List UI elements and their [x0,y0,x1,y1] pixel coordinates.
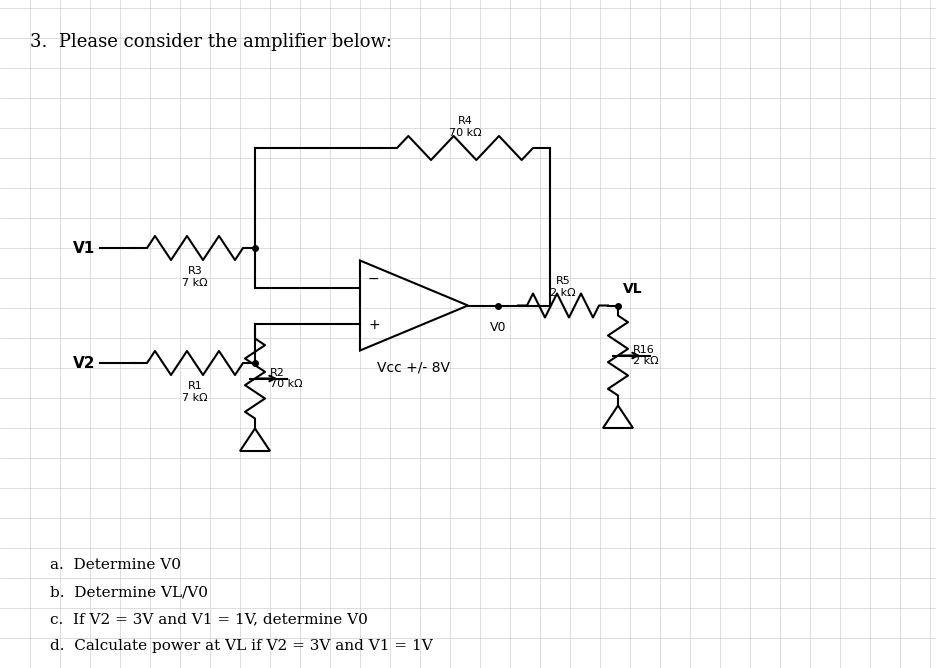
Text: V0: V0 [490,321,505,333]
Text: d.  Calculate power at VL if V2 = 3V and V1 = 1V: d. Calculate power at VL if V2 = 3V and … [50,639,432,653]
Text: V2: V2 [72,355,95,371]
Text: b.  Determine VL/V0: b. Determine VL/V0 [50,585,208,599]
Text: −: − [368,271,379,285]
Text: R2
70 kΩ: R2 70 kΩ [270,367,302,389]
Text: +: + [368,317,379,331]
Text: 3.  Please consider the amplifier below:: 3. Please consider the amplifier below: [30,33,391,51]
Text: R1
7 kΩ: R1 7 kΩ [182,381,208,403]
Text: R5
2 kΩ: R5 2 kΩ [549,276,576,297]
Text: R4
70 kΩ: R4 70 kΩ [448,116,481,138]
Text: c.  If V2 = 3V and V1 = 1V, determine V0: c. If V2 = 3V and V1 = 1V, determine V0 [50,612,368,626]
Text: R3
7 kΩ: R3 7 kΩ [182,266,208,288]
Text: R16
2 kΩ: R16 2 kΩ [633,345,658,366]
Text: Vcc +/- 8V: Vcc +/- 8V [377,361,450,375]
Text: a.  Determine V0: a. Determine V0 [50,558,181,572]
Text: V1: V1 [73,240,95,255]
Text: VL: VL [622,281,642,295]
